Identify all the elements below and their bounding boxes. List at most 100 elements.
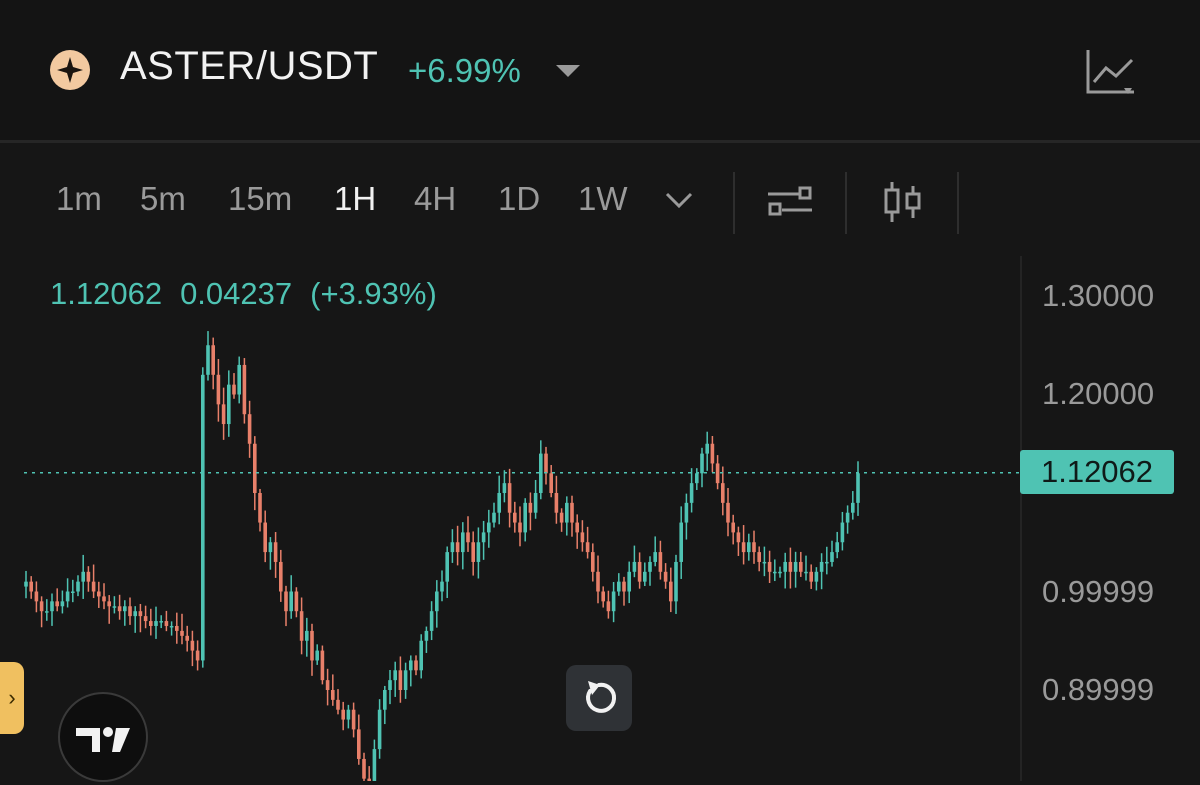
candle-body [731, 522, 735, 533]
candle-body [513, 512, 517, 523]
candle-body [211, 345, 215, 375]
candle-body [830, 552, 834, 562]
candle-body [788, 561, 793, 572]
candle-body [39, 601, 44, 612]
candle-body [71, 591, 75, 593]
candle-body [206, 345, 210, 375]
candle-body [331, 690, 335, 700]
chevron-down-icon[interactable] [664, 190, 694, 210]
candle-body [419, 640, 423, 671]
reset-chart-button[interactable] [566, 665, 632, 731]
candle-body [726, 502, 730, 523]
pair-name[interactable]: ASTER/USDT [120, 44, 379, 88]
candle-body [133, 611, 137, 617]
header-divider [0, 140, 1200, 143]
candle-body [596, 571, 600, 592]
candle-body [367, 778, 371, 781]
candle-body [819, 561, 824, 572]
candle-body [559, 512, 564, 523]
candle-body [700, 453, 704, 474]
candle-body [507, 483, 512, 513]
candle-body [825, 561, 829, 564]
candle-body [242, 364, 247, 415]
candle-body [195, 650, 200, 661]
candle-body [185, 635, 189, 641]
candle-body [169, 625, 174, 628]
candle-body [393, 670, 397, 681]
candle-body [721, 483, 725, 503]
candle-body [383, 690, 387, 710]
candle-body [180, 630, 184, 636]
candle-body [695, 473, 699, 484]
chart-header: ASTER/USDT +6.99% [0, 0, 1200, 140]
candle-body [455, 542, 460, 553]
candle-body [305, 630, 309, 641]
timeframe-1m[interactable]: 1m [56, 180, 102, 217]
candle-body [60, 601, 65, 607]
candle-body [528, 502, 533, 513]
candle-body [492, 512, 496, 523]
candle-body [97, 591, 101, 597]
candle-body [34, 591, 39, 602]
candle-body [518, 522, 522, 533]
candle-body [533, 493, 538, 513]
timeframe-1h[interactable]: 1H [334, 180, 377, 217]
candle-body [679, 522, 683, 562]
candle-body [279, 561, 283, 592]
candle-body [175, 625, 179, 631]
caret-down-icon[interactable] [554, 62, 582, 80]
candle-body [128, 606, 132, 617]
side-panel-toggle[interactable]: › [0, 662, 24, 734]
candle-body [814, 571, 819, 582]
candle-body [232, 384, 236, 395]
candle-body [91, 581, 96, 592]
candle-body [689, 483, 694, 503]
tradingview-logo [58, 692, 148, 782]
candle-body [747, 542, 751, 553]
candle-body [227, 384, 231, 425]
candle-body [107, 601, 111, 607]
candle-body [414, 660, 418, 671]
candle-body [357, 729, 361, 759]
candle-body [793, 561, 798, 572]
candlestick-chart[interactable] [0, 256, 1020, 781]
candle-body [773, 571, 777, 574]
chart-type-icon[interactable] [1084, 46, 1142, 100]
ohlc-price: 1.12062 [50, 276, 163, 311]
timeframe-1d[interactable]: 1D [498, 180, 541, 217]
indicators-icon[interactable] [766, 182, 814, 222]
candle-body [325, 680, 330, 690]
candle-body [487, 522, 491, 533]
candle-body [736, 532, 741, 543]
candle-body [346, 709, 351, 720]
candle-body [611, 591, 616, 612]
candle-body [643, 571, 647, 582]
candle-style-icon[interactable] [882, 180, 924, 224]
timeframe-1w[interactable]: 1W [578, 180, 628, 217]
current-price-tag: 1.12062 [1020, 450, 1174, 494]
candle-body [258, 493, 262, 523]
candle-body [684, 502, 689, 523]
timeframe-5m[interactable]: 5m [140, 180, 186, 217]
candle-body [752, 542, 756, 553]
candle-body [445, 552, 449, 582]
timeframe-4h[interactable]: 4H [414, 180, 457, 217]
candle-body [845, 512, 850, 523]
candle-body [450, 542, 455, 553]
candle-body [86, 571, 91, 582]
candle-body [117, 606, 122, 612]
candle-body [549, 473, 553, 493]
candle-body [762, 561, 767, 564]
candle-body [461, 532, 465, 553]
candle-body [622, 581, 626, 592]
candle-body [159, 621, 163, 623]
candle-body [539, 453, 543, 493]
timeframe-15m[interactable]: 15m [228, 180, 293, 217]
candle-body [216, 374, 221, 405]
candle-body [648, 561, 652, 572]
candle-body [190, 640, 195, 651]
price-axis-border [1020, 256, 1022, 781]
candle-body [55, 601, 59, 607]
candle-body [429, 611, 434, 631]
candle-body [320, 650, 325, 681]
